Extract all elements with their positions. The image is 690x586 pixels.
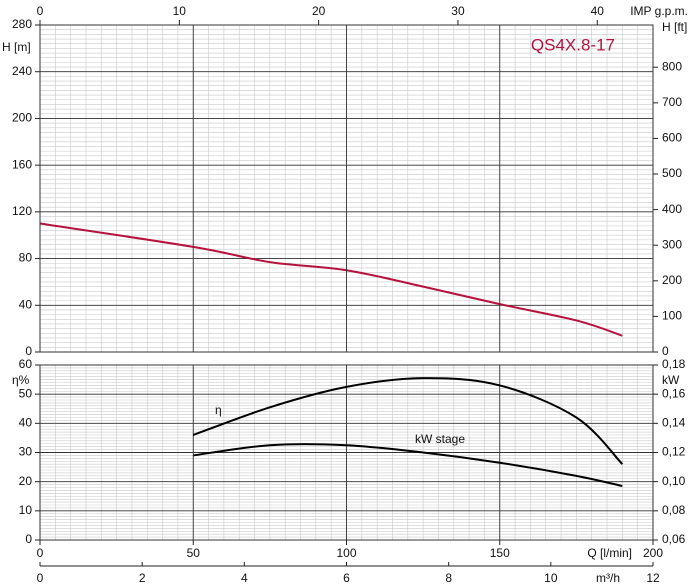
- y-tick-label: 40: [19, 416, 33, 430]
- chart-title: QS4X.8-17: [531, 35, 615, 54]
- y-tick-label: 120: [12, 204, 32, 218]
- y2-tick-label: 600: [662, 131, 682, 145]
- x2-tick-label: 40: [591, 4, 605, 18]
- y-tick-label: 60: [19, 357, 33, 371]
- x-tick-label: 100: [336, 546, 356, 560]
- y-tick-label: 20: [19, 474, 33, 488]
- y2-axis-title: H [ft]: [662, 20, 687, 34]
- y2-tick-label: 0: [662, 344, 669, 358]
- x2-axis-title: IMP g.p.m.: [630, 4, 688, 18]
- y2-tick-label: 0,18: [662, 357, 686, 371]
- x2-tick-label: 0: [37, 4, 44, 18]
- y-tick-label: 30: [19, 445, 33, 459]
- y2-tick-label: 800: [662, 59, 682, 73]
- x2-tick-label: 4: [241, 571, 248, 585]
- y2-tick-label: 0,16: [662, 386, 686, 400]
- x-tick-label: 150: [490, 546, 510, 560]
- y-tick-label: 200: [12, 111, 32, 125]
- y2-axis-title: kW: [662, 373, 680, 387]
- y2-tick-label: 700: [662, 95, 682, 109]
- y2-tick-label: 0,10: [662, 474, 686, 488]
- x2-tick-label: 0: [37, 571, 44, 585]
- y-axis-title: η%: [12, 373, 30, 387]
- x2-tick-label: 10: [173, 4, 187, 18]
- y-tick-label: 160: [12, 157, 32, 171]
- y-tick-label: 40: [19, 297, 33, 311]
- y-tick-label: 0: [25, 532, 32, 546]
- y2-tick-label: 0,14: [662, 416, 686, 430]
- y-tick-label: 280: [12, 17, 32, 31]
- y2-tick-label: 200: [662, 273, 682, 287]
- curve: [193, 443, 623, 488]
- x2-tick-label: 6: [343, 571, 350, 585]
- x2-tick-label: 10: [544, 571, 558, 585]
- x2-tick-label: 8: [445, 571, 452, 585]
- x2-tick-label: 30: [451, 4, 465, 18]
- curve-label: η: [215, 403, 222, 417]
- curve: [39, 222, 623, 337]
- x-tick-label: 200: [643, 546, 663, 560]
- x2-axis-title: m³/h: [596, 571, 620, 585]
- y2-tick-label: 100: [662, 309, 682, 323]
- y-axis-title: H [m]: [2, 40, 31, 54]
- x-tick-label: 50: [187, 546, 201, 560]
- x-axis-title: Q [l/min]: [587, 546, 632, 560]
- y2-tick-label: 400: [662, 202, 682, 216]
- x2-tick-label: 12: [646, 571, 660, 585]
- y-tick-label: 0: [25, 344, 32, 358]
- y-tick-label: 50: [19, 386, 33, 400]
- y-tick-label: 10: [19, 503, 33, 517]
- y2-tick-label: 0,12: [662, 445, 686, 459]
- y2-tick-label: 0,08: [662, 503, 686, 517]
- y-tick-label: 240: [12, 64, 32, 78]
- y-tick-label: 80: [19, 251, 33, 265]
- x2-tick-label: 2: [139, 571, 146, 585]
- curve-label: kW stage: [415, 432, 465, 446]
- x2-tick-label: 20: [312, 4, 326, 18]
- y2-tick-label: 0,06: [662, 532, 686, 546]
- x-tick-label: 0: [37, 546, 44, 560]
- y2-tick-label: 500: [662, 166, 682, 180]
- curve: [192, 377, 624, 465]
- y2-tick-label: 300: [662, 237, 682, 251]
